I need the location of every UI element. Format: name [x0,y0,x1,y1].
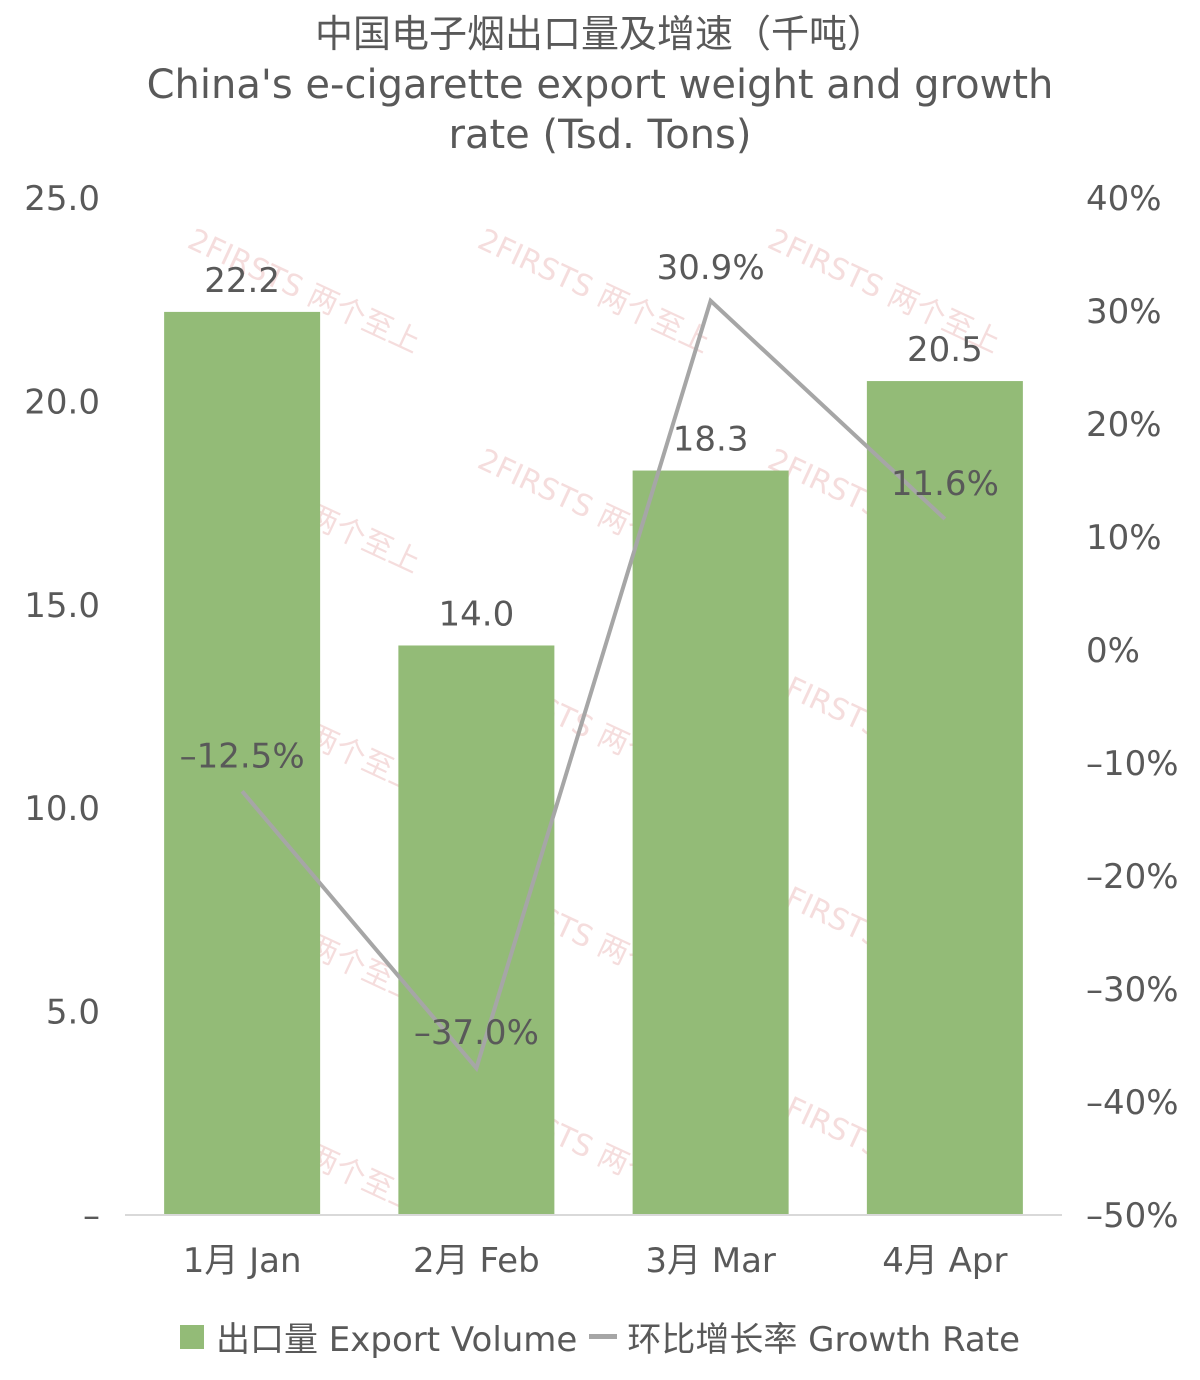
right-axis-tick-label: –40% [1086,1083,1179,1123]
right-axis-tick-label: –20% [1086,857,1179,897]
bar-data-label: 22.2 [204,261,280,301]
x-axis-tick-label: 4月 Apr [882,1241,1007,1281]
right-axis-tick-label: –30% [1086,970,1179,1010]
bar-data-label: 20.5 [907,330,983,370]
left-axis-tick-label: 20.0 [24,382,100,422]
right-axis-tick-label: 0% [1086,631,1140,671]
line-data-label: –12.5% [180,736,305,776]
bar [398,645,555,1215]
left-axis-tick-label: 5.0 [46,993,100,1033]
bar [632,470,789,1215]
chart-title-zh: 中国电子烟出口量及增速（千吨） [314,12,885,56]
line-data-label: 11.6% [891,464,999,504]
left-axis-tick-label: – [83,1196,100,1236]
legend-swatch-bar [179,1324,204,1349]
x-axis-tick-label: 2月 Feb [413,1241,540,1281]
left-axis-tick-label: 25.0 [24,179,100,219]
line-data-label: 30.9% [657,248,765,288]
watermark-text: 2FIRSTS 两个至上 [472,222,715,360]
right-axis-tick-label: 30% [1086,292,1162,332]
legend-item-growth-rate: 环比增长率 Growth Rate [589,1312,1020,1361]
legend-label-growth-rate: 环比增长率 Growth Rate [627,1320,1021,1360]
right-axis-tick-label: 40% [1086,179,1162,219]
bar [866,381,1023,1215]
line-data-label: –37.0% [414,1013,539,1053]
x-axis-tick-label: 1月 Jan [183,1241,302,1281]
right-axis-tick-label: –10% [1086,744,1179,784]
chart-title-en-line1: China's e-cigarette export weight and gr… [146,62,1054,108]
bar-data-label: 18.3 [673,420,749,460]
legend-item-export-volume: 出口量 Export Volume [179,1312,578,1361]
legend-label-export-volume: 出口量 Export Volume [215,1320,578,1360]
left-axis-tick-label: 15.0 [24,586,100,626]
right-axis-tick-label: 20% [1086,405,1162,445]
legend-swatch-line [589,1334,618,1339]
bar-data-label: 14.0 [439,594,515,634]
chart-legend: 出口量 Export Volume 环比增长率 Growth Rate [0,1312,1200,1361]
right-axis-tick-label: –50% [1086,1196,1179,1236]
growth-rate-line [240,297,947,1073]
right-axis-tick-label: 10% [1086,518,1162,558]
chart-title-en-line2: rate (Tsd. Tons) [448,112,752,158]
x-axis-tick-label: 3月 Mar [645,1241,776,1281]
left-axis-tick-label: 10.0 [24,789,100,829]
bar [164,311,321,1215]
